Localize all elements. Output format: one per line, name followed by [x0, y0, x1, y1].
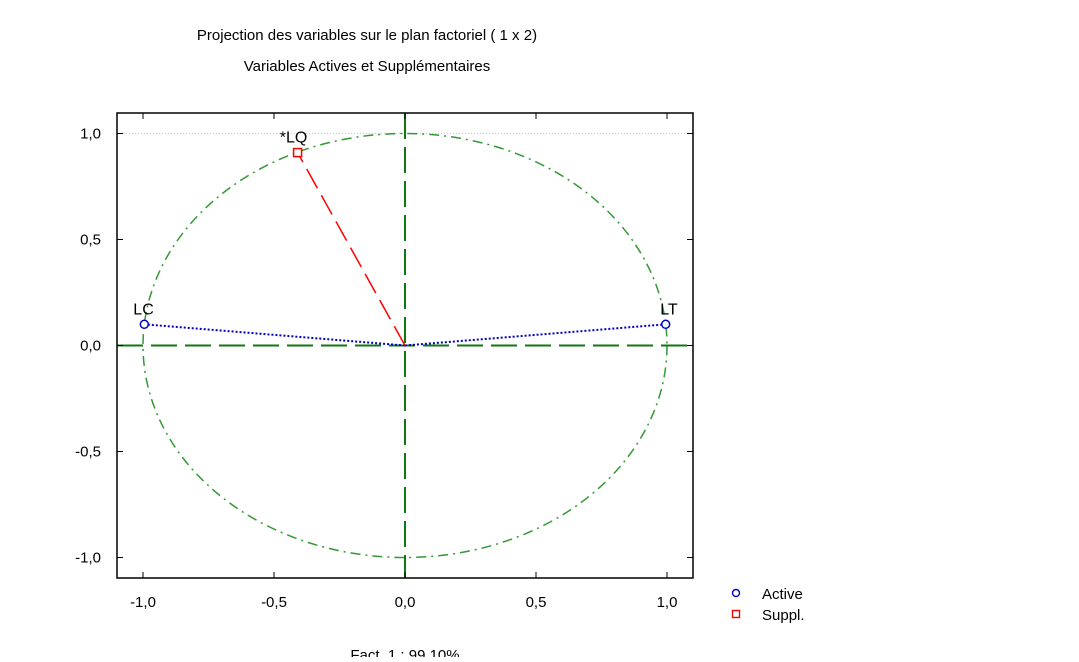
- legend-active-label: Active: [762, 586, 803, 603]
- point-lt-marker: [662, 320, 670, 328]
- plot-area: LC LT *LQ 1,0 0,5 0,0 -0,5 -1,0 -1,0 -0,5 0,0 0,5 1,…: [75, 113, 693, 611]
- chart-title: Projection des variables sur le plan fac…: [197, 27, 537, 44]
- x-tick-label: 0,5: [526, 594, 547, 611]
- legend-active-marker: [733, 590, 740, 597]
- y-tick-label: -0,5: [75, 444, 101, 461]
- point-lt-label: LT: [660, 301, 678, 318]
- legend: Active Suppl.: [733, 586, 805, 624]
- vector-active-0: [144, 324, 405, 345]
- legend-suppl-marker: [733, 611, 740, 618]
- vector-suppl-0: [298, 153, 405, 346]
- vector-active-1: [405, 324, 666, 345]
- x-tick-label: -1,0: [130, 594, 156, 611]
- y-tick-label: 0,5: [80, 232, 101, 249]
- chart-subtitle: Variables Actives et Supplémentaires: [244, 58, 491, 75]
- point-lq-marker: [294, 149, 302, 157]
- point-lc-marker: [140, 320, 148, 328]
- x-tick-label: 0,0: [395, 594, 416, 611]
- point-lq-label: *LQ: [280, 130, 308, 147]
- y-tick-label: -1,0: [75, 550, 101, 567]
- y-tick-label: 0,0: [80, 338, 101, 355]
- x-tick-label: -0,5: [261, 594, 287, 611]
- x-tick-label: 1,0: [657, 594, 678, 611]
- y-tick-label: 1,0: [80, 126, 101, 143]
- point-lc-label: LC: [133, 301, 153, 318]
- x-axis-label: Fact. 1 : 99,10%: [350, 647, 459, 657]
- legend-suppl-label: Suppl.: [762, 607, 805, 624]
